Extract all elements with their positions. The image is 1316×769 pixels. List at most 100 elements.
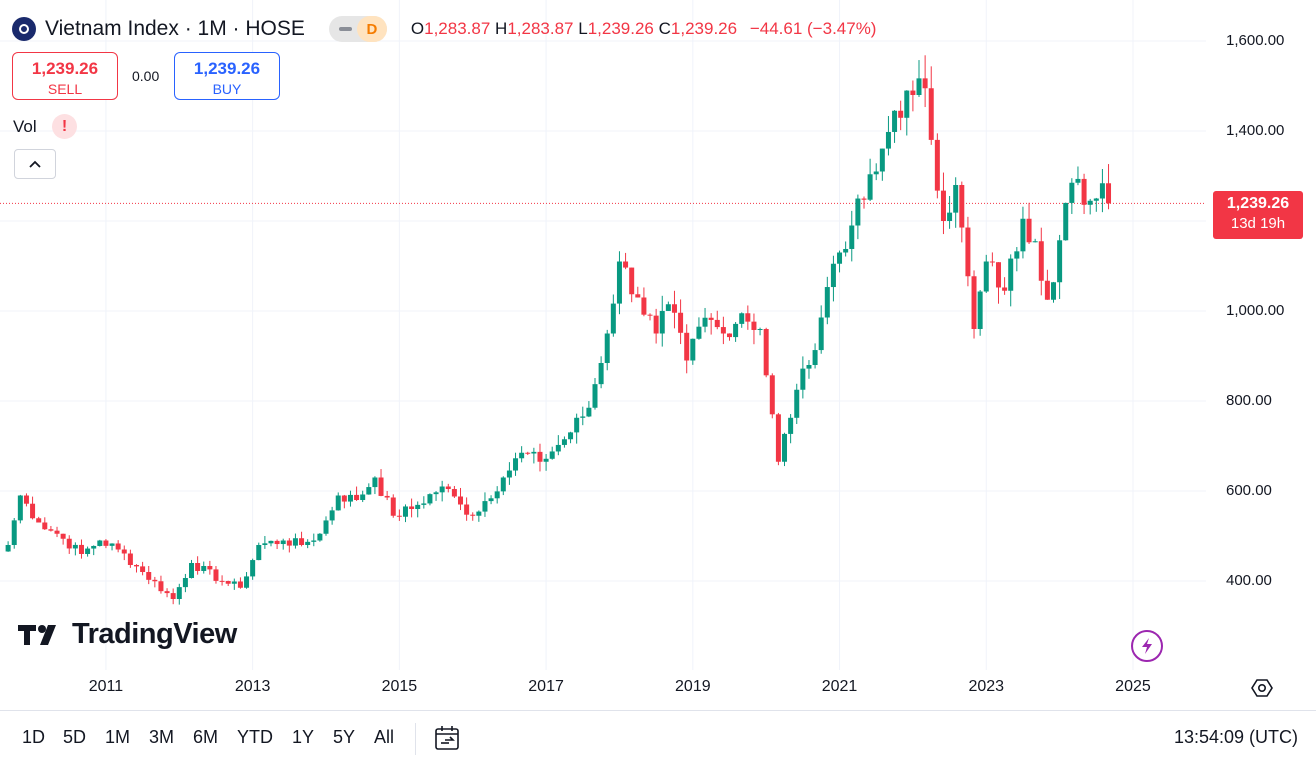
candle (922, 55, 928, 108)
candle (280, 538, 286, 550)
candle-body (616, 261, 622, 304)
candle (225, 580, 231, 587)
x-tick-label: 2017 (528, 678, 564, 695)
x-tick-label: 2013 (234, 678, 271, 695)
candle (1087, 198, 1093, 215)
candle-body (916, 78, 922, 95)
candle (879, 148, 885, 181)
candle-body (861, 198, 867, 200)
candle-body (207, 566, 213, 570)
bar-countdown: 13d 19h (1230, 215, 1286, 232)
alert-icon[interactable]: ! (52, 114, 77, 139)
candle-body (855, 198, 861, 226)
candle-body (458, 496, 464, 505)
candle (427, 493, 433, 506)
index-logo-icon[interactable] (12, 17, 36, 41)
price-scale[interactable]: 400.00 600.00 800.00 1,000.00 1,400.00 1,600.… (1206, 0, 1316, 670)
candle (543, 454, 549, 471)
candle-body (720, 327, 726, 334)
candle (48, 525, 54, 532)
candle (1106, 164, 1112, 210)
candle-body (537, 451, 543, 462)
candle-body (1063, 202, 1069, 241)
candle-body (152, 579, 158, 582)
candle-body (555, 444, 561, 452)
range-button-3m[interactable]: 3M (149, 727, 175, 747)
sell-price: 1,239.26 (31, 59, 99, 78)
buy-button[interactable]: 1,239.26 BUY (174, 52, 280, 100)
volume-indicator-label[interactable]: Vol (13, 117, 37, 136)
candle (1075, 166, 1081, 186)
range-button-all[interactable]: All (374, 727, 395, 747)
candle (1044, 269, 1050, 300)
calendar-range-icon[interactable] (433, 723, 463, 753)
candle-body (751, 321, 757, 330)
last-price-value: 1,239.26 (1226, 195, 1290, 212)
candle-body (72, 544, 78, 549)
candle (366, 483, 372, 495)
candle (525, 451, 531, 456)
candle-body (647, 314, 653, 316)
candle (17, 494, 23, 524)
candle-body (299, 538, 305, 545)
range-button-5y[interactable]: 5Y (333, 727, 356, 747)
candle-body (274, 540, 280, 545)
candle-body (378, 477, 384, 496)
candle-body (898, 110, 904, 118)
candle (794, 383, 800, 425)
price-chart[interactable] (0, 0, 1206, 670)
collapse-indicators-button[interactable] (14, 149, 56, 179)
close-label: C (658, 19, 671, 38)
utc-clock[interactable]: 13:54:09 (UTC) (1173, 727, 1298, 747)
delay-badge[interactable]: D (328, 16, 387, 42)
candle (635, 286, 641, 298)
candle-body (427, 494, 433, 504)
candle-body (953, 185, 959, 213)
sell-button[interactable]: 1,239.26 SELL (12, 52, 118, 100)
candle-body (1057, 240, 1063, 283)
range-button-1m[interactable]: 1M (105, 727, 131, 747)
candle-body (1014, 251, 1020, 259)
candle (140, 561, 146, 576)
range-button-1d[interactable]: 1D (22, 727, 46, 747)
candle-body (317, 533, 323, 541)
candle-body (879, 148, 885, 172)
y-tick-label: 400.00 (1226, 572, 1272, 589)
candle-body (354, 494, 360, 500)
range-button-ytd[interactable]: YTD (237, 727, 273, 747)
settings-icon[interactable] (1250, 676, 1274, 700)
candle-body (439, 486, 445, 493)
candle (354, 486, 360, 501)
symbol-title[interactable]: Vietnam Index · 1M · HOSE (45, 17, 305, 40)
candle-body (788, 417, 794, 434)
candle (244, 572, 250, 589)
candle (940, 172, 946, 235)
range-button-1y[interactable]: 1Y (292, 727, 315, 747)
candle-body (745, 313, 751, 322)
candle (714, 310, 720, 330)
candle (30, 496, 36, 520)
lightning-icon[interactable] (1131, 630, 1163, 662)
range-button-6m[interactable]: 6M (193, 727, 219, 747)
candle (855, 194, 861, 240)
candle (5, 541, 11, 552)
candle-body (726, 333, 732, 338)
candle (726, 333, 732, 341)
candle-body (965, 227, 971, 277)
tradingview-logo[interactable]: TradingView (18, 618, 237, 651)
candle-body (892, 110, 898, 132)
candle (1093, 197, 1099, 212)
candle (684, 324, 690, 374)
ohlc-values: O1,283.87 H1,283.87 L1,239.26 C1,239.26 … (411, 19, 877, 39)
candle-body (286, 540, 292, 546)
range-button-5d[interactable]: 5D (63, 727, 87, 747)
candle-body (488, 498, 494, 502)
candle (892, 110, 898, 143)
candle-body (928, 88, 934, 140)
open-label: O (410, 19, 425, 38)
candle (97, 539, 103, 547)
candle-body (341, 495, 347, 502)
candle-body (885, 131, 891, 149)
candle-body (983, 261, 989, 292)
candle (1081, 173, 1087, 215)
